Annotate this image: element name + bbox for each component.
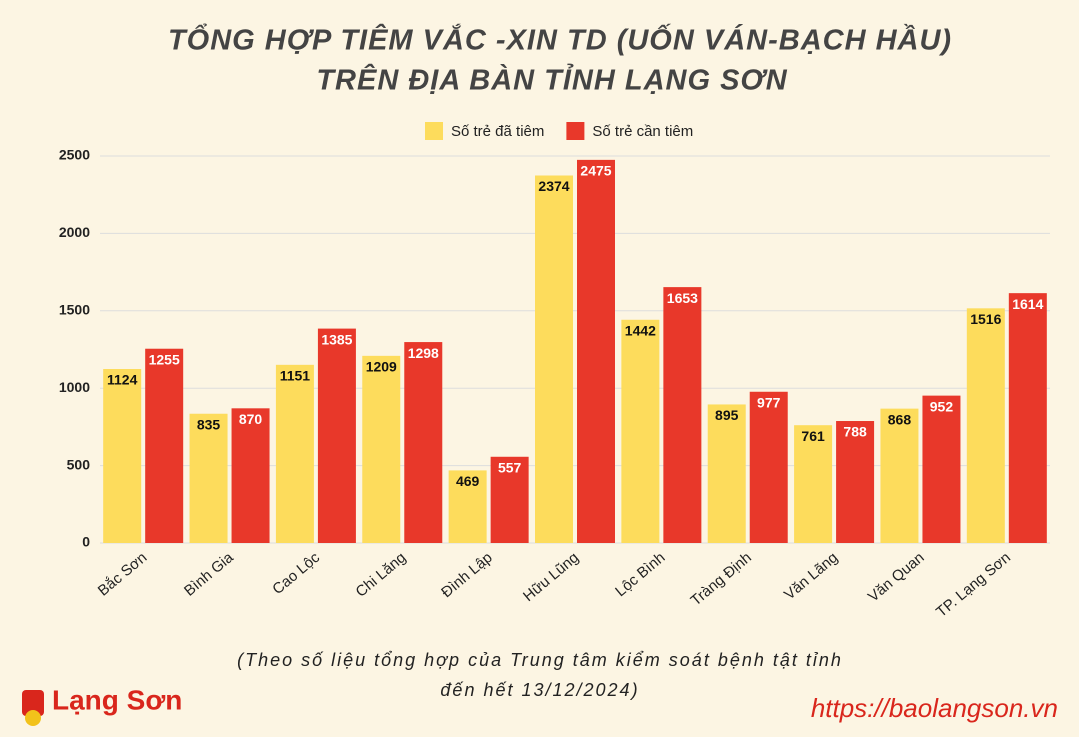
x-tick-label: Cao Lộc — [269, 549, 323, 598]
logo: Lạng Sơn — [22, 684, 182, 726]
chart-title: TỔNG HỢP TIÊM VẮC -XIN TD (UỐN VÁN-BẠCH … — [168, 23, 952, 57]
legend-swatch — [425, 122, 443, 140]
y-tick-label: 0 — [82, 534, 90, 550]
legend-label: Số trẻ cần tiêm — [592, 123, 693, 140]
logo-text: Lạng Sơn — [52, 684, 182, 715]
source-note: (Theo số liệu tổng hợp của Trung tâm kiể… — [237, 650, 843, 670]
data-label: 761 — [801, 428, 825, 444]
data-label: 557 — [498, 459, 522, 475]
url: https://baolangson.vn — [811, 693, 1058, 723]
data-label: 1385 — [321, 331, 352, 347]
bar — [103, 369, 142, 543]
bar — [966, 308, 1005, 543]
x-tick-label: Văn Quan — [865, 549, 928, 605]
x-tick-label: Lộc Bình — [612, 549, 668, 600]
data-label: 977 — [757, 394, 781, 410]
x-tick-label: Đình Lập — [438, 549, 496, 601]
y-tick-label: 2500 — [59, 147, 90, 163]
bar — [922, 395, 961, 543]
x-tick-label: Bắc Sơn — [95, 549, 151, 599]
bar — [621, 319, 660, 543]
data-label: 952 — [930, 398, 954, 414]
y-tick-label: 500 — [67, 456, 91, 472]
bar — [231, 408, 270, 543]
bar — [836, 421, 875, 543]
logo-icon — [25, 710, 41, 726]
data-label: 1255 — [149, 351, 180, 367]
bar — [490, 456, 529, 543]
data-label: 788 — [843, 424, 867, 440]
data-label: 1298 — [408, 345, 439, 361]
y-tick-label: 1000 — [59, 379, 90, 395]
bar — [317, 328, 356, 543]
data-label: 1209 — [366, 359, 397, 375]
logo-icon — [22, 690, 44, 716]
bar — [1008, 293, 1047, 543]
bar — [145, 348, 184, 543]
data-label: 1151 — [280, 368, 311, 384]
x-tick-label: Bình Gia — [181, 549, 237, 600]
data-label: 870 — [239, 411, 263, 427]
x-tick-label: TP. Lạng Sơn — [933, 549, 1014, 621]
legend-swatch — [566, 122, 585, 140]
bar — [448, 470, 487, 543]
bar — [404, 342, 443, 543]
data-label: 469 — [456, 473, 480, 489]
data-label: 2374 — [538, 178, 569, 194]
data-label: 1124 — [107, 372, 138, 388]
data-label: 835 — [197, 416, 221, 432]
source-note: đến hết 13/12/2024) — [440, 680, 639, 700]
y-tick-label: 1500 — [59, 302, 90, 318]
bar — [362, 355, 401, 543]
bar — [663, 287, 702, 543]
y-tick-label: 2000 — [59, 224, 90, 240]
bar — [880, 408, 919, 543]
data-label: 2475 — [580, 163, 611, 179]
x-tick-label: Văn Lãng — [781, 549, 841, 603]
bar — [707, 404, 746, 543]
bar — [189, 413, 228, 543]
bar — [794, 425, 833, 543]
data-label: 895 — [715, 407, 739, 423]
data-label: 1516 — [970, 311, 1001, 327]
bar — [749, 391, 788, 543]
chart-title: TRÊN ĐỊA BÀN TỈNH LẠNG SƠN — [316, 63, 787, 97]
bar — [275, 364, 314, 543]
data-label: 868 — [888, 411, 912, 427]
bar — [577, 159, 615, 543]
data-label: 1653 — [667, 290, 698, 306]
legend-label: Số trẻ đã tiêm — [451, 123, 544, 140]
data-label: 1614 — [1012, 296, 1043, 312]
x-tick-label: Tràng Định — [687, 549, 754, 609]
x-tick-label: Chi Lăng — [352, 549, 409, 601]
bar — [535, 175, 573, 543]
x-tick-label: Hữu Lũng — [520, 549, 582, 605]
data-label: 1442 — [625, 322, 656, 338]
